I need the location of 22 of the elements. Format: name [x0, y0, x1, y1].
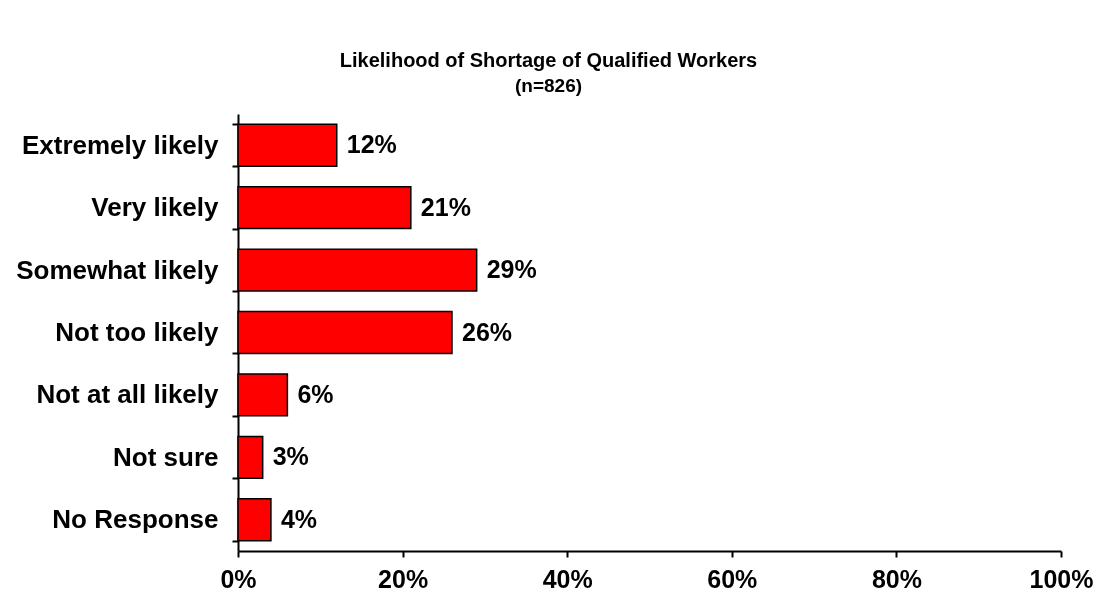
y-tick-label: Not too likely — [55, 317, 220, 347]
data-label: 12% — [346, 130, 397, 159]
y-tick-label: Not at all likely — [36, 379, 220, 410]
data-label: 26% — [461, 317, 513, 346]
y-tick-label: Somewhat likely — [16, 254, 220, 285]
x-tick-label: 80% — [871, 564, 922, 593]
data-label: 6% — [297, 379, 334, 408]
chart-title: Likelihood of Shortage of Qualified Workers — [339, 49, 758, 71]
x-tick-label: 60% — [707, 564, 758, 593]
data-label: 3% — [272, 442, 309, 471]
x-tick-label: 40% — [542, 564, 593, 593]
y-tick-label: Not sure — [113, 441, 219, 472]
y-tick-label: No Response — [52, 504, 219, 535]
y-tick-label: Very likely — [91, 192, 220, 223]
data-label: 4% — [280, 504, 318, 533]
x-tick-label: 20% — [378, 564, 429, 593]
data-label: 29% — [486, 255, 537, 284]
x-tick-label: 100% — [1029, 564, 1094, 593]
chart-subtitle: (n=826) — [514, 75, 583, 96]
data-label: 21% — [420, 192, 471, 221]
y-tick-label: Extremely likely — [21, 129, 220, 160]
x-tick-label: 0% — [220, 564, 257, 593]
